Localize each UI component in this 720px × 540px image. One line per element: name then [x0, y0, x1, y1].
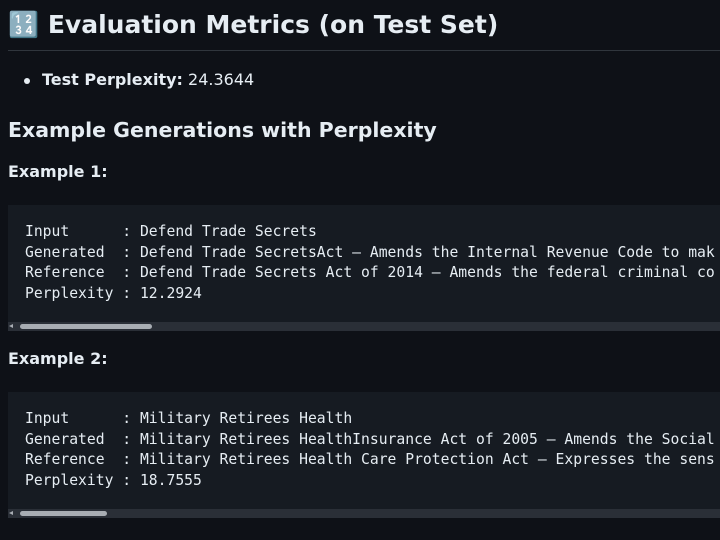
- metric-label: Test Perplexity:: [42, 70, 183, 89]
- code-line: Input : Military Retirees Health: [25, 410, 353, 427]
- scroll-thumb: [20, 324, 152, 329]
- scrollbar: [8, 322, 720, 331]
- code-line: Reference : Military Retirees Health Car…: [25, 451, 715, 469]
- scroll-arrow: [9, 511, 13, 515]
- metric-item: Test Perplexity: 24.3644: [42, 70, 254, 89]
- bullet-dot: [24, 78, 30, 84]
- code-line: Perplexity : 12.2924: [25, 284, 202, 302]
- scrollbar: [8, 509, 720, 518]
- code-block: Input : Military Retirees Health Generate…: [8, 392, 720, 509]
- page-title: 🔢 Evaluation Metrics (on Test Set): [8, 10, 499, 39]
- code-line: Generated : Military Retirees HealthInsu…: [25, 430, 715, 448]
- code-line: Reference : Defend Trade Secrets Act of …: [25, 264, 715, 282]
- section-title: Example Generations with Perplexity: [8, 118, 437, 142]
- code-line: Perplexity : 18.7555: [25, 471, 202, 489]
- code-pad: [8, 205, 720, 222]
- scroll-arrow: [9, 324, 13, 328]
- code-pad: [8, 392, 720, 409]
- example-title: Example 1:: [8, 162, 108, 181]
- scroll-thumb: [20, 511, 107, 516]
- code-line: Generated : Defend Trade SecretsAct – Am…: [25, 243, 715, 261]
- divider: [8, 50, 720, 51]
- metric-value: 24.3644: [188, 70, 255, 89]
- code-line: Input : Defend Trade Secrets: [25, 223, 317, 240]
- example-title: Example 2:: [8, 349, 108, 368]
- code-block: Input : Defend Trade Secrets Generated : …: [8, 205, 720, 322]
